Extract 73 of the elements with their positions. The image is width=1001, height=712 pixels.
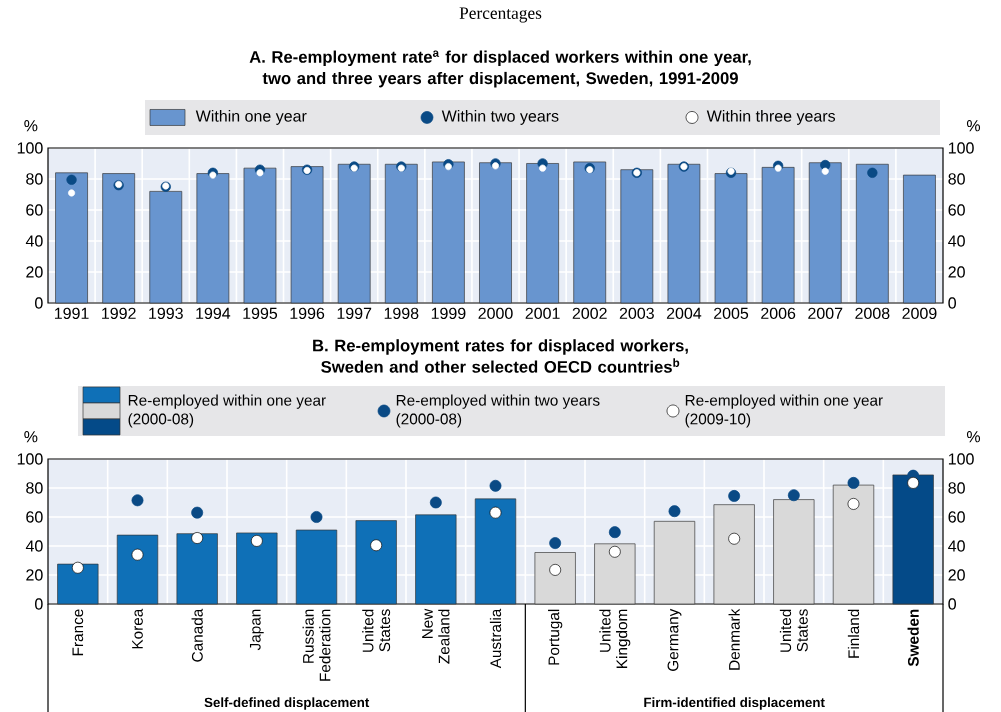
x-tick-label: United States — [779, 609, 808, 652]
x-tick-label: 2000 — [478, 307, 513, 320]
chart-title: A. Re-employment rate$^{a}$ for displaced workers within one year, two and three years after displacement, Sweden, 1991-2009 — [249, 50, 751, 88]
x-tick-label: Japan — [249, 609, 264, 651]
y-tick-label: 40 — [25, 235, 43, 247]
y2-tick-label: 60 — [948, 511, 965, 523]
x-tick-label: 2004 — [666, 307, 702, 320]
x-tick-label: 1993 — [149, 307, 183, 320]
y-axis-title: % — [24, 431, 38, 443]
y-tick-label: 0 — [35, 598, 43, 610]
y2-tick-label: 60 — [948, 204, 965, 216]
x-tick-label: 2006 — [761, 307, 796, 320]
y2-tick-label: 20 — [948, 569, 965, 581]
x-tick-label: Korea — [132, 608, 143, 649]
y-tick-label: 20 — [26, 266, 43, 278]
y2-axis-title: % — [966, 120, 981, 132]
y-tick-label: 60 — [26, 511, 43, 523]
x-tick-label: Australia — [489, 608, 502, 669]
y2-tick-label: 40 — [948, 235, 965, 247]
x-tick-label: Sweden — [907, 609, 919, 667]
x-tick-label: 2008 — [855, 307, 890, 320]
x-tick-label: 1998 — [384, 307, 419, 320]
legend-label: Re-employed within one year (2009-10) — [685, 394, 883, 428]
x-tick-label: 2009 — [902, 307, 937, 320]
chart-subtitle: Percentages — [459, 7, 542, 23]
y-tick-label: 60 — [26, 204, 43, 216]
y-tick-label: 0 — [35, 297, 43, 309]
y2-tick-label: 0 — [948, 598, 956, 610]
y2-tick-label: 40 — [948, 540, 965, 552]
x-tick-label: 2007 — [808, 307, 843, 320]
legend-label: Within three years — [706, 110, 836, 125]
y2-tick-label: 0 — [948, 297, 956, 309]
x-tick-label: 2003 — [619, 307, 654, 320]
y-tick-label: 100 — [17, 142, 43, 154]
y-tick-label: 20 — [26, 569, 43, 581]
x-tick-label: 1999 — [431, 307, 466, 320]
legend-label: Re-employed within two years (2000-08) — [396, 394, 600, 428]
text: Firm-identified displacement — [644, 697, 825, 710]
legend-label: Within two years — [441, 110, 559, 125]
x-tick-label: 2001 — [525, 307, 560, 320]
y-tick-label: 40 — [25, 540, 43, 552]
y-tick-label: 80 — [26, 482, 43, 494]
x-tick-label: Russian Federation — [302, 609, 331, 681]
y2-tick-label: 100 — [948, 453, 974, 465]
y-tick-label: 100 — [17, 453, 43, 465]
chart-title: B. Re-employment rates for displaced workers, Sweden and other selected OECD countries$^{b}$ — [313, 339, 688, 373]
y-axis-title: % — [24, 120, 38, 132]
legend-label: Within one year — [195, 110, 307, 125]
x-tick-label: France — [72, 609, 84, 656]
x-tick-label: New Zealand — [422, 608, 450, 664]
x-tick-label: 2005 — [714, 307, 749, 320]
x-tick-label: Portugal — [548, 609, 563, 665]
x-tick-label: 1991 — [54, 307, 89, 320]
y2-tick-label: 100 — [948, 142, 974, 154]
y2-tick-label: 80 — [948, 482, 965, 494]
x-tick-label: 1992 — [102, 307, 136, 320]
x-tick-label: United States — [362, 609, 391, 652]
legend-label: Re-employed within one year (2000-08) — [128, 394, 326, 428]
y2-tick-label: 20 — [948, 266, 965, 278]
text: Self-defined displacement — [204, 697, 370, 710]
x-tick-label: 1994 — [196, 307, 231, 320]
x-tick-label: United Kingdom — [599, 609, 631, 668]
y-tick-label: 80 — [26, 173, 43, 185]
x-tick-label: Denmark — [728, 608, 740, 670]
x-tick-label: Germany — [667, 608, 682, 671]
x-tick-label: 1997 — [337, 307, 372, 320]
y2-axis-title: % — [966, 431, 981, 443]
x-tick-label: Finland — [847, 609, 860, 658]
x-tick-label: 1995 — [243, 307, 278, 320]
y2-tick-label: 80 — [948, 173, 965, 185]
x-tick-label: Canada — [191, 608, 203, 662]
x-tick-label: 2002 — [572, 307, 607, 320]
x-tick-label: 1996 — [290, 307, 325, 320]
